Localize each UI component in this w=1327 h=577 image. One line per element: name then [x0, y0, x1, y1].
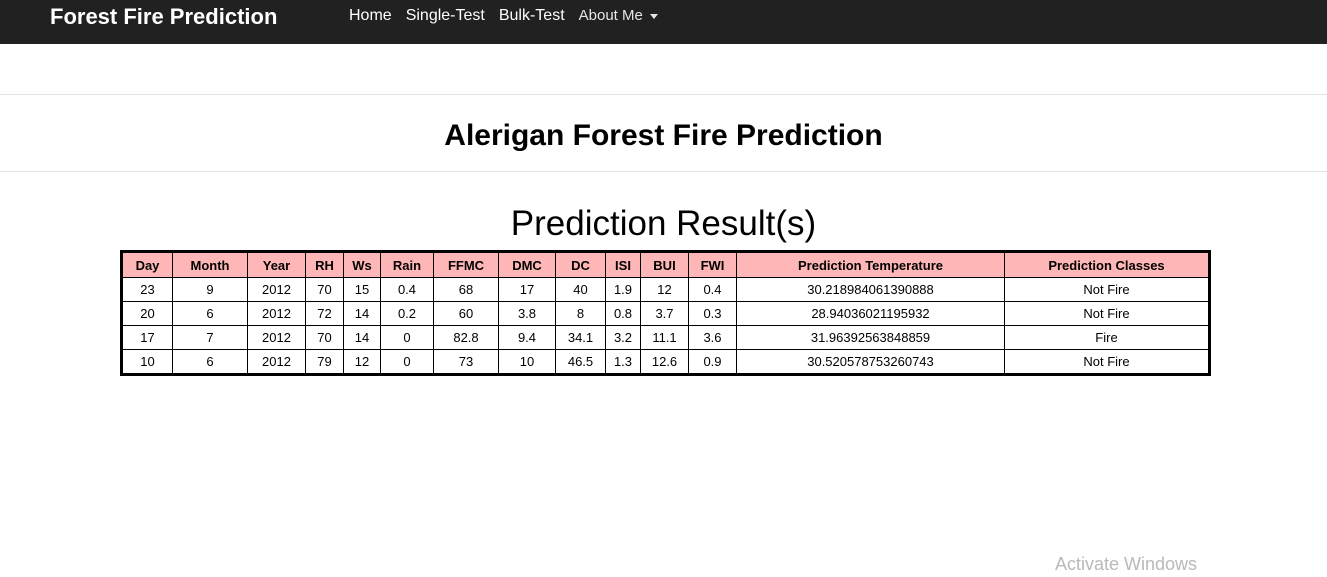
- table-body: 23 9 2012 70 15 0.4 68 17 40 1.9 12 0.4 30.218984061…: [121, 277, 1210, 375]
- table-cell: 0: [380, 349, 434, 375]
- table-cell: Not Fire: [1004, 277, 1210, 302]
- table-row: 20 6 2012 72 14 0.2 60 3.8 8 0.8 3.7 0.3 28.94036021…: [121, 301, 1210, 326]
- table-cell: 17: [498, 277, 556, 302]
- table-cell: Not Fire: [1004, 301, 1210, 326]
- page-title: Alerigan Forest Fire Prediction: [444, 119, 883, 152]
- table-cell: 73: [433, 349, 499, 375]
- divider-top: [0, 94, 1327, 95]
- table-cell: 9: [172, 277, 248, 302]
- table-cell: 31.96392563848859: [736, 325, 1005, 350]
- table-cell: 10: [498, 349, 556, 375]
- nav-about-me-label: About Me: [578, 7, 643, 24]
- table-cell: 10: [121, 349, 173, 375]
- table-cell: 12: [640, 277, 689, 302]
- table-cell: Fire: [1004, 325, 1210, 350]
- nav-single-test[interactable]: Single-Test: [405, 7, 485, 24]
- column-header: FWI: [688, 251, 737, 278]
- nav-bulk-test[interactable]: Bulk-Test: [498, 7, 565, 24]
- table-cell: Not Fire: [1004, 349, 1210, 375]
- column-header: Prediction Classes: [1004, 251, 1210, 278]
- table-cell: 17: [121, 325, 173, 350]
- table-cell: 14: [343, 301, 381, 326]
- table-cell: 68: [433, 277, 499, 302]
- column-header: ISI: [605, 251, 641, 278]
- table-cell: 7: [172, 325, 248, 350]
- table-cell: 15: [343, 277, 381, 302]
- column-header: BUI: [640, 251, 689, 278]
- table-cell: 12.6: [640, 349, 689, 375]
- table-cell: 70: [305, 325, 344, 350]
- table-row: 23 9 2012 70 15 0.4 68 17 40 1.9 12 0.4 30.218984061…: [121, 277, 1210, 302]
- results-table: Day Month Year RH Ws Rain FFMC DMC DC ISI BUI FWI Pr…: [120, 250, 1211, 376]
- table-cell: 14: [343, 325, 381, 350]
- table-cell: 1.3: [605, 349, 641, 375]
- table-cell: 82.8: [433, 325, 499, 350]
- table-cell: 3.7: [640, 301, 689, 326]
- caret-down-icon: [649, 14, 658, 19]
- column-header: Prediction Temperature: [736, 251, 1005, 278]
- table-cell: 11.1: [640, 325, 689, 350]
- divider-bottom: [0, 171, 1327, 172]
- table-cell: 34.1: [555, 325, 606, 350]
- table-cell: 30.218984061390888: [736, 277, 1005, 302]
- results-heading: Prediction Result(s): [510, 204, 817, 243]
- nav-about-me-dropdown[interactable]: About Me: [579, 5, 658, 27]
- nav-links: Home Single-Test Bulk-Test About Me: [349, 5, 658, 27]
- table-cell: 20: [121, 301, 173, 326]
- table-cell: 46.5: [555, 349, 606, 375]
- table-cell: 9.4: [498, 325, 556, 350]
- nav-home[interactable]: Home: [349, 7, 392, 24]
- table-cell: 72: [305, 301, 344, 326]
- column-header: Rain: [380, 251, 434, 278]
- table-row: 17 7 2012 70 14 0 82.8 9.4 34.1 3.2 11.1 3.6 31.9639…: [121, 325, 1210, 350]
- table-cell: 0.8: [605, 301, 641, 326]
- column-header: FFMC: [433, 251, 499, 278]
- table-cell: 0.3: [688, 301, 737, 326]
- table-cell: 12: [343, 349, 381, 375]
- table-cell: 6: [172, 301, 248, 326]
- table-cell: 6: [172, 349, 248, 375]
- table-cell: 0.4: [380, 277, 434, 302]
- table-cell: 8: [555, 301, 606, 326]
- table-cell: 60: [433, 301, 499, 326]
- column-header: Ws: [343, 251, 381, 278]
- table-cell: 0.4: [688, 277, 737, 302]
- table-cell: 2012: [247, 349, 306, 375]
- table-cell: 3.6: [688, 325, 737, 350]
- table-cell: 2012: [247, 325, 306, 350]
- table-header-row: Day Month Year RH Ws Rain FFMC DMC DC ISI BUI FWI Pr…: [121, 251, 1210, 278]
- table-cell: 0: [380, 325, 434, 350]
- column-header: DMC: [498, 251, 556, 278]
- table-cell: 2012: [247, 277, 306, 302]
- column-header: Month: [172, 251, 248, 278]
- table-cell: 0.9: [688, 349, 737, 375]
- column-header: Day: [121, 251, 173, 278]
- navbar: Forest Fire Prediction Home Single-Test …: [0, 0, 1327, 44]
- table-cell: 30.520578753260743: [736, 349, 1005, 375]
- table-cell: 3.8: [498, 301, 556, 326]
- column-header: Year: [247, 251, 306, 278]
- table-cell: 3.2: [605, 325, 641, 350]
- table-cell: 1.9: [605, 277, 641, 302]
- table-cell: 28.94036021195932: [736, 301, 1005, 326]
- table-cell: 79: [305, 349, 344, 375]
- table-cell: 70: [305, 277, 344, 302]
- table-cell: 23: [121, 277, 173, 302]
- table-row: 10 6 2012 79 12 0 73 10 46.5 1.3 12.6 0.9 30.5205787…: [121, 349, 1210, 375]
- column-header: DC: [555, 251, 606, 278]
- table-cell: 2012: [247, 301, 306, 326]
- table-cell: 0.2: [380, 301, 434, 326]
- column-header: RH: [305, 251, 344, 278]
- table-cell: 40: [555, 277, 606, 302]
- brand-link[interactable]: Forest Fire Prediction: [50, 4, 278, 29]
- activate-windows-watermark: Activate Windows: [1055, 554, 1198, 574]
